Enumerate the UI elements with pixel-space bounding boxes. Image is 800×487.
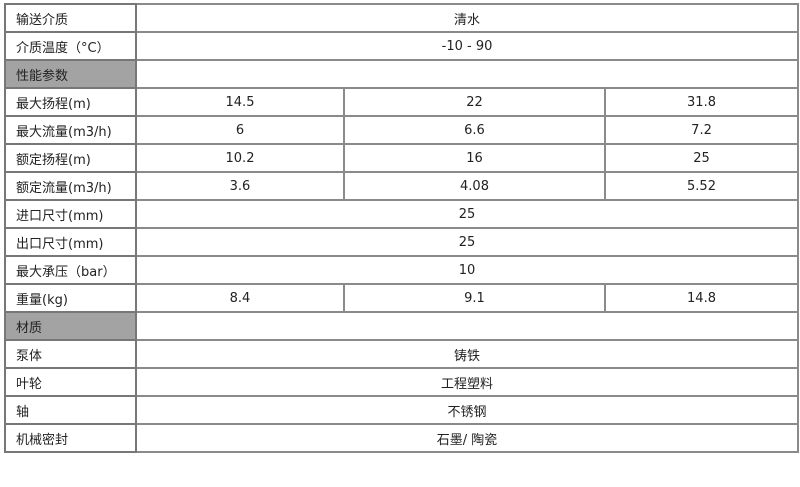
value-cell: 10	[134, 255, 800, 285]
table-row: 最大流量(m3/h) 6 6.6 7.2	[4, 115, 800, 145]
row-label: 重量(kg)	[4, 283, 137, 313]
row-label: 机械密封	[4, 423, 137, 453]
row-label: 泵体	[4, 339, 137, 369]
table-row: 出口尺寸(mm) 25	[4, 227, 800, 257]
value-cell: 9.1	[343, 283, 606, 313]
value-cell: 7.2	[603, 115, 800, 145]
value-cell: 25	[134, 227, 800, 257]
value-cell: 铸铁	[134, 339, 800, 369]
row-label: 轴	[4, 395, 137, 425]
table-row: 重量(kg) 8.4 9.1 14.8	[4, 283, 800, 313]
row-label: 额定流量(m3/h)	[4, 171, 137, 201]
table-row: 输送介质 清水	[4, 3, 800, 33]
value-cell: 16	[343, 143, 606, 173]
value-cell: 10.2	[135, 143, 345, 173]
value-cell: 石墨/ 陶瓷	[134, 423, 800, 453]
table-row: 叶轮 工程塑料	[4, 367, 800, 397]
value-cell: 4.08	[343, 171, 606, 201]
table-row: 额定扬程(m) 10.2 16 25	[4, 143, 800, 173]
value-cell: 6	[135, 115, 345, 145]
value-cell: 14.5	[135, 87, 345, 117]
row-label: 最大承压（bar）	[4, 255, 137, 285]
table-row: 轴不锈钢	[4, 395, 800, 425]
value-cell: 5.52	[603, 171, 800, 201]
section-header: 性能参数	[4, 59, 137, 89]
value-cell: 25	[603, 143, 800, 173]
value-cell: -10 - 90	[134, 31, 800, 61]
value-cell: 不锈钢	[134, 395, 800, 425]
row-label: 额定扬程(m)	[4, 143, 137, 173]
value-cell: 工程塑料	[134, 367, 800, 397]
value-cell: 22	[343, 87, 606, 117]
value-cell	[134, 59, 800, 89]
row-label: 叶轮	[4, 367, 137, 397]
value-cell: 14.8	[603, 283, 800, 313]
section-row: 性能参数	[4, 59, 800, 89]
table-row: 泵体 铸铁	[4, 339, 800, 369]
row-label: 输送介质	[4, 3, 137, 33]
table-row: 机械密封 石墨/ 陶瓷	[4, 423, 800, 453]
row-label: 介质温度（°C）	[4, 31, 137, 61]
row-label: 出口尺寸(mm)	[4, 227, 137, 257]
section-row: 材质	[4, 311, 800, 341]
table-row: 进口尺寸(mm) 25	[4, 199, 800, 229]
table-row: 最大承压（bar） 10	[4, 255, 800, 285]
value-cell: 25	[134, 199, 800, 229]
row-label: 进口尺寸(mm)	[4, 199, 137, 229]
value-cell: 3.6	[135, 171, 345, 201]
table-row: 最大扬程(m) 14.5 22 31.8	[4, 87, 800, 117]
section-header: 材质	[4, 311, 137, 341]
value-cell: 31.8	[603, 87, 800, 117]
value-cell: 6.6	[343, 115, 606, 145]
table-row: 额定流量(m3/h) 3.6 4.08 5.52	[4, 171, 800, 201]
table-row: 介质温度（°C） -10 - 90	[4, 31, 800, 61]
row-label: 最大扬程(m)	[4, 87, 137, 117]
value-cell: 8.4	[135, 283, 345, 313]
value-cell: 清水	[134, 3, 800, 33]
pump-spec-table: 输送介质 清水 介质温度（°C） -10 - 90 性能参数 最大扬程(m) 14.5 22 3…	[4, 3, 800, 453]
value-cell	[134, 311, 800, 341]
row-label: 最大流量(m3/h)	[4, 115, 137, 145]
